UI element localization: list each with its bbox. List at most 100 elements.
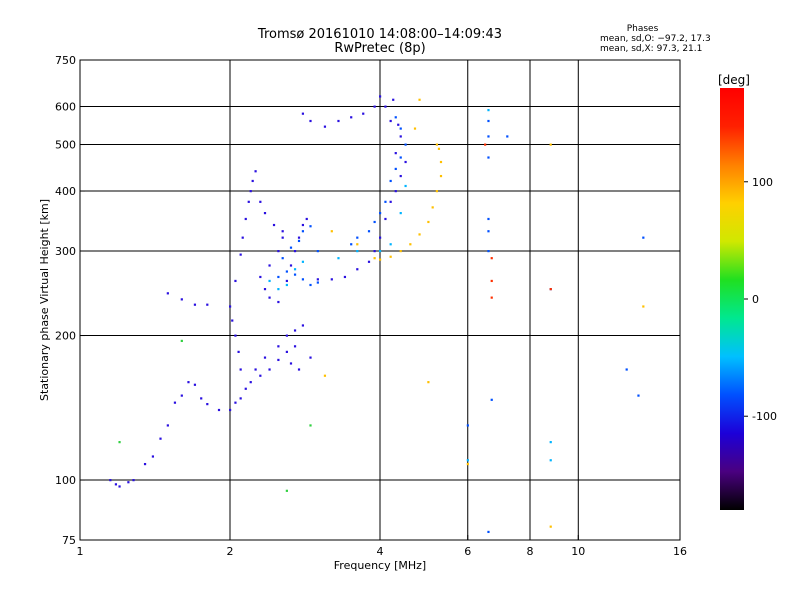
data-point (549, 459, 552, 462)
data-point (642, 236, 645, 239)
data-point (277, 288, 280, 291)
data-point (466, 424, 469, 427)
data-point (330, 230, 333, 233)
data-point (180, 339, 183, 343)
data-point (379, 258, 382, 261)
data-point (277, 345, 280, 348)
y-axis-ticks: 75 100 200 300 400 500 600 750 (55, 54, 85, 547)
data-point (281, 230, 284, 233)
data-point (309, 356, 312, 359)
data-point (285, 350, 288, 353)
data-point (487, 119, 490, 123)
data-point (305, 217, 308, 221)
x-tick-label: 8 (527, 545, 534, 558)
data-point (384, 105, 387, 108)
colorbar-tick-label: 100 (752, 176, 773, 189)
data-point (487, 156, 490, 159)
data-point (399, 212, 402, 215)
data-point (297, 239, 301, 243)
colorbar-tick-label: 0 (752, 293, 759, 306)
data-point (301, 112, 305, 115)
data-point (118, 441, 121, 444)
data-point (487, 109, 490, 112)
data-point (384, 217, 387, 221)
data-point (389, 200, 392, 203)
colorbar-ticks: 100 0 -100 (744, 176, 777, 423)
data-point (166, 424, 169, 427)
data-point (249, 190, 252, 193)
data-point (268, 264, 271, 267)
x-tick-label: 1 (77, 545, 84, 558)
data-point (301, 223, 305, 227)
data-point (506, 135, 509, 138)
y-tick-label: 600 (55, 101, 76, 114)
data-point (272, 223, 276, 227)
data-point (356, 268, 359, 271)
data-point (427, 220, 430, 224)
data-point (409, 243, 412, 246)
data-point (373, 105, 376, 108)
data-point (394, 116, 397, 119)
data-point (254, 368, 257, 371)
data-point (399, 127, 402, 130)
data-point (362, 112, 365, 115)
data-point (254, 170, 257, 173)
y-tick-label: 300 (55, 245, 76, 258)
data-point (373, 250, 376, 253)
colorbar-gradient (720, 88, 744, 510)
x-tick-label: 4 (377, 545, 384, 558)
data-point (389, 179, 392, 183)
x-tick-label: 10 (571, 545, 585, 558)
data-point (289, 246, 293, 249)
data-point (487, 250, 490, 253)
data-point (293, 268, 297, 271)
data-point (277, 300, 280, 304)
phase-colorbar: [deg] 100 0 -100 (718, 73, 777, 510)
data-point (337, 119, 340, 123)
data-point (118, 485, 121, 488)
data-point (200, 397, 203, 400)
data-point (394, 167, 397, 171)
y-tick-label: 500 (55, 139, 76, 152)
data-point (625, 368, 628, 371)
data-point (231, 319, 234, 322)
data-point (263, 288, 267, 291)
data-point (239, 253, 242, 256)
data-point (281, 236, 284, 239)
data-point (316, 250, 319, 253)
data-point (263, 356, 267, 359)
data-point (367, 260, 371, 263)
data-point (642, 305, 645, 308)
data-points-layer (109, 95, 645, 534)
data-point (259, 200, 262, 203)
data-point (404, 160, 407, 164)
data-point (268, 368, 271, 371)
data-point (289, 362, 293, 365)
data-point (237, 350, 240, 353)
data-point (399, 174, 402, 178)
data-point (487, 530, 490, 534)
colorbar-tick-label: -100 (752, 410, 777, 423)
data-point (490, 398, 493, 401)
data-point (379, 236, 382, 239)
data-point (490, 257, 493, 260)
data-point (379, 250, 382, 253)
data-point (466, 462, 469, 466)
data-point (350, 116, 353, 119)
data-point (285, 279, 288, 283)
data-point (384, 200, 387, 203)
data-point (323, 374, 327, 377)
data-point (301, 278, 305, 281)
data-point (159, 437, 162, 440)
data-point (249, 381, 252, 384)
x-axis-ticks: 1 2 4 6 8 10 16 (77, 535, 687, 558)
data-point (143, 462, 147, 466)
data-point (285, 283, 288, 287)
data-point (293, 250, 297, 253)
data-point (289, 264, 293, 267)
data-point (206, 303, 209, 306)
data-point (337, 257, 340, 260)
phase-legend-o: mean, sd,O: −97.2, 17.3 (600, 34, 711, 44)
data-point (309, 119, 312, 123)
data-point (166, 292, 169, 295)
